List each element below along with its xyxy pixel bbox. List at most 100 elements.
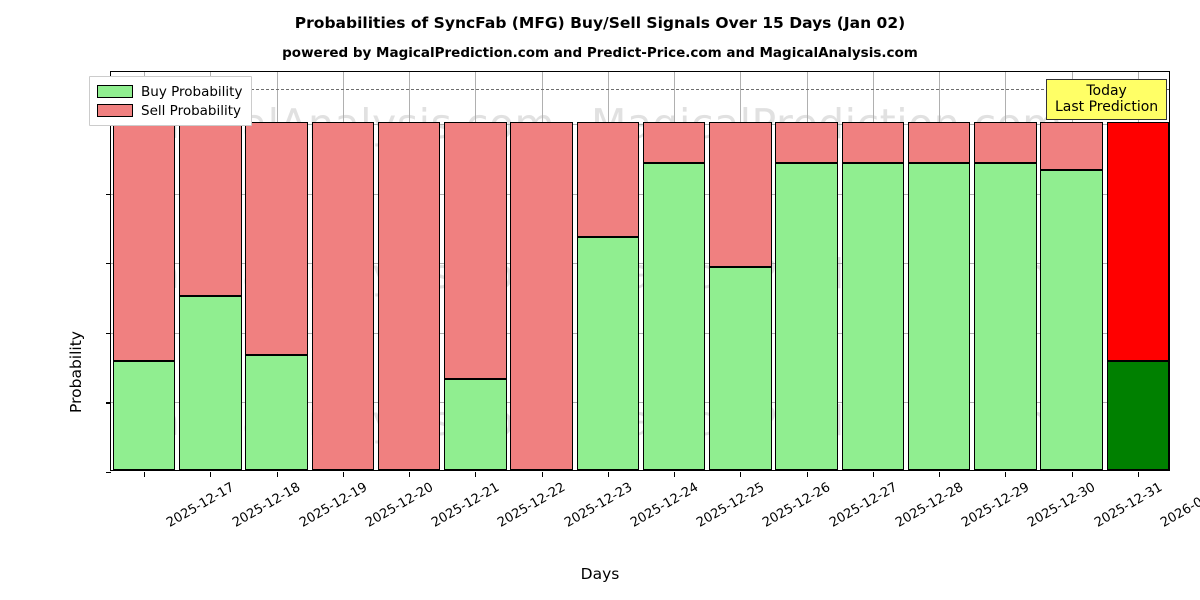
x-tick-label: 2025-12-17	[164, 480, 238, 531]
y-axis-label: Probability	[67, 331, 85, 413]
x-tick-mark	[409, 472, 411, 477]
bar-segment-sell	[112, 122, 176, 361]
x-tick-label: 2025-12-20	[362, 480, 436, 531]
bar-day[interactable]	[974, 72, 1037, 470]
x-tick-label: 2025-12-21	[429, 480, 503, 531]
bar-day[interactable]	[444, 72, 507, 470]
bar-segment-sell	[907, 122, 971, 164]
legend-item-buy: Buy Probability	[97, 82, 242, 101]
bar-segment-buy	[1106, 360, 1169, 470]
bar-day[interactable]	[311, 72, 375, 470]
bar-segment-sell	[179, 122, 242, 297]
y-tick-mark	[106, 402, 111, 404]
bar-day[interactable]	[841, 72, 905, 470]
bar-day[interactable]	[709, 72, 772, 470]
x-tick-label: 2025-12-25	[694, 480, 768, 531]
x-tick-label: 2025-12-18	[230, 480, 304, 531]
x-tick-mark	[872, 472, 874, 477]
reference-line	[111, 89, 1169, 91]
bar-segment-buy	[1040, 170, 1103, 470]
bar-segment-buy	[245, 354, 308, 470]
gridline-horizontal	[111, 124, 1169, 126]
y-tick-mark	[106, 332, 111, 334]
bar-segment-sell	[709, 122, 772, 267]
x-tick-label: 2026-01-01	[1157, 480, 1200, 531]
x-tick-mark	[541, 472, 543, 477]
bar-segment-sell	[510, 122, 573, 470]
legend-label-buy: Buy Probability	[141, 83, 243, 100]
today-annotation: Today Last Prediction	[1046, 79, 1168, 121]
bar-segment-buy	[775, 163, 838, 470]
bar-segment-sell	[576, 122, 640, 238]
bar-segment-sell	[311, 122, 375, 470]
y-tick-mark	[106, 263, 111, 265]
bar-day[interactable]	[775, 72, 838, 470]
bar-segment-buy	[444, 378, 507, 470]
x-tick-label: 2025-12-26	[760, 480, 834, 531]
bar-segment-sell	[444, 122, 507, 379]
today-annotation-line2: Last Prediction	[1055, 99, 1159, 116]
x-tick-label: 2025-12-28	[892, 480, 966, 531]
bar-day[interactable]	[510, 72, 573, 470]
bar-segment-buy	[112, 360, 176, 470]
bar-today[interactable]	[1106, 72, 1169, 470]
y-tick-mark	[106, 472, 111, 474]
bar-segment-sell	[974, 122, 1037, 164]
x-tick-mark	[276, 472, 278, 477]
chart-subtitle: powered by MagicalPrediction.com and Pre…	[282, 45, 918, 61]
bar-segment-buy	[709, 266, 772, 470]
x-tick-mark	[144, 472, 146, 477]
bar-segment-sell	[1040, 122, 1103, 171]
x-tick-mark	[607, 472, 609, 477]
bar-day[interactable]	[245, 72, 308, 470]
x-tick-mark	[806, 472, 808, 477]
legend-swatch-buy-icon	[97, 85, 133, 98]
bar-segment-sell	[642, 122, 706, 164]
chart-legend: Buy Probability Sell Probability	[89, 76, 253, 126]
y-tick-mark	[106, 193, 111, 195]
plot-clip: MagicalAnalysis.comMagicalPrediction.com…	[111, 72, 1169, 470]
x-tick-mark	[674, 472, 676, 477]
today-annotation-line1: Today	[1086, 83, 1127, 99]
x-tick-mark	[1137, 472, 1139, 477]
bar-segment-sell	[245, 122, 308, 355]
bar-day[interactable]	[179, 72, 242, 470]
x-tick-label: 2025-12-23	[561, 480, 635, 531]
x-axis-label: Days	[580, 565, 620, 583]
x-tick-mark	[475, 472, 477, 477]
x-tick-mark	[939, 472, 941, 477]
legend-swatch-sell-icon	[97, 104, 133, 117]
bar-segment-buy	[907, 163, 971, 470]
bar-day[interactable]	[377, 72, 441, 470]
gridline-horizontal	[111, 402, 1169, 404]
bar-day[interactable]	[907, 72, 971, 470]
x-tick-label: 2025-12-30	[1025, 480, 1099, 531]
bar-segment-sell	[377, 122, 441, 470]
x-tick-mark	[210, 472, 212, 477]
bar-segment-buy	[974, 163, 1037, 470]
bar-segment-sell	[775, 122, 838, 164]
x-tick-mark	[740, 472, 742, 477]
plot-area: MagicalAnalysis.comMagicalPrediction.com…	[67, 71, 1200, 531]
gridline-horizontal	[111, 263, 1169, 265]
bar-segment-sell	[1106, 122, 1169, 361]
bar-day[interactable]	[112, 72, 176, 470]
bar-segment-buy	[841, 163, 905, 470]
bar-day[interactable]	[576, 72, 640, 470]
legend-item-sell: Sell Probability	[97, 101, 242, 120]
x-tick-label: 2025-12-24	[627, 480, 701, 531]
gridline-horizontal	[111, 193, 1169, 195]
x-tick-label: 2025-12-19	[296, 480, 370, 531]
x-tick-label: 2025-12-31	[1091, 480, 1165, 531]
x-tick-label: 2025-12-27	[826, 480, 900, 531]
bar-segment-sell	[841, 122, 905, 164]
bar-day[interactable]	[1040, 72, 1103, 470]
x-tick-label: 2025-12-22	[495, 480, 569, 531]
x-tick-mark	[1071, 472, 1073, 477]
x-tick-label: 2025-12-29	[959, 480, 1033, 531]
x-tick-mark	[342, 472, 344, 477]
bar-day[interactable]	[642, 72, 706, 470]
gridline-horizontal	[111, 332, 1169, 334]
x-tick-mark	[1005, 472, 1007, 477]
